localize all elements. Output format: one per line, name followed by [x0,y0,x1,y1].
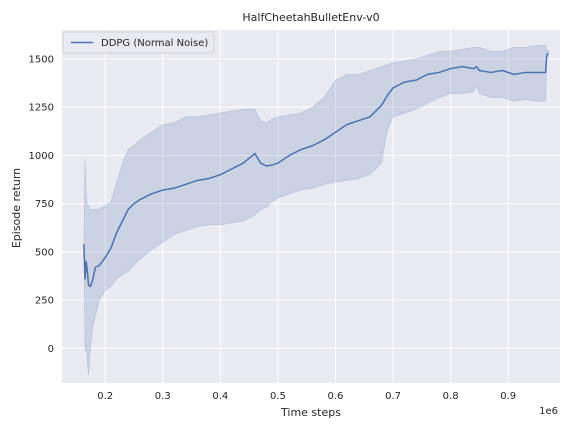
y-tick-label: 1250 [29,103,54,114]
chart-title: HalfCheetahBulletEnv-v0 [242,11,379,24]
x-axis-offset-label: 1e6 [539,406,558,417]
x-tick-label: 0.9 [500,391,516,402]
legend-box [62,31,215,54]
y-tick-label: 250 [35,296,54,307]
plot-background [62,30,560,383]
x-tick-label: 0.5 [270,391,286,402]
x-tick-label: 0.3 [155,391,171,402]
confidence-band-layer [83,45,549,376]
legend-entry-label: DDPG (Normal Noise) [101,38,208,49]
y-tick-label: 0 [48,344,54,355]
x-tick-label: 0.6 [328,391,344,402]
y-axis-label: Episode return [10,168,23,248]
y-tick-labels: 0 250 500 750 1000 1250 1500 [29,54,54,354]
series-line [83,52,550,288]
x-tick-label: 0.4 [212,391,228,402]
x-tick-labels: 0.2 0.3 0.4 0.5 0.6 0.7 0.8 0.9 [97,391,516,402]
y-tick-label: 1000 [29,151,54,162]
legend: DDPG (Normal Noise) [62,31,215,54]
x-tick-label: 0.8 [443,391,459,402]
y-tick-label: 750 [35,199,54,210]
x-tick-label: 0.2 [97,391,113,402]
x-axis-label: Time steps [280,406,341,419]
grid-lines [62,30,560,383]
x-tick-label: 0.7 [385,391,401,402]
y-tick-label: 1500 [29,54,54,65]
y-tick-label: 500 [35,247,54,258]
confidence-band [83,45,549,376]
series-line-layer [83,52,550,288]
